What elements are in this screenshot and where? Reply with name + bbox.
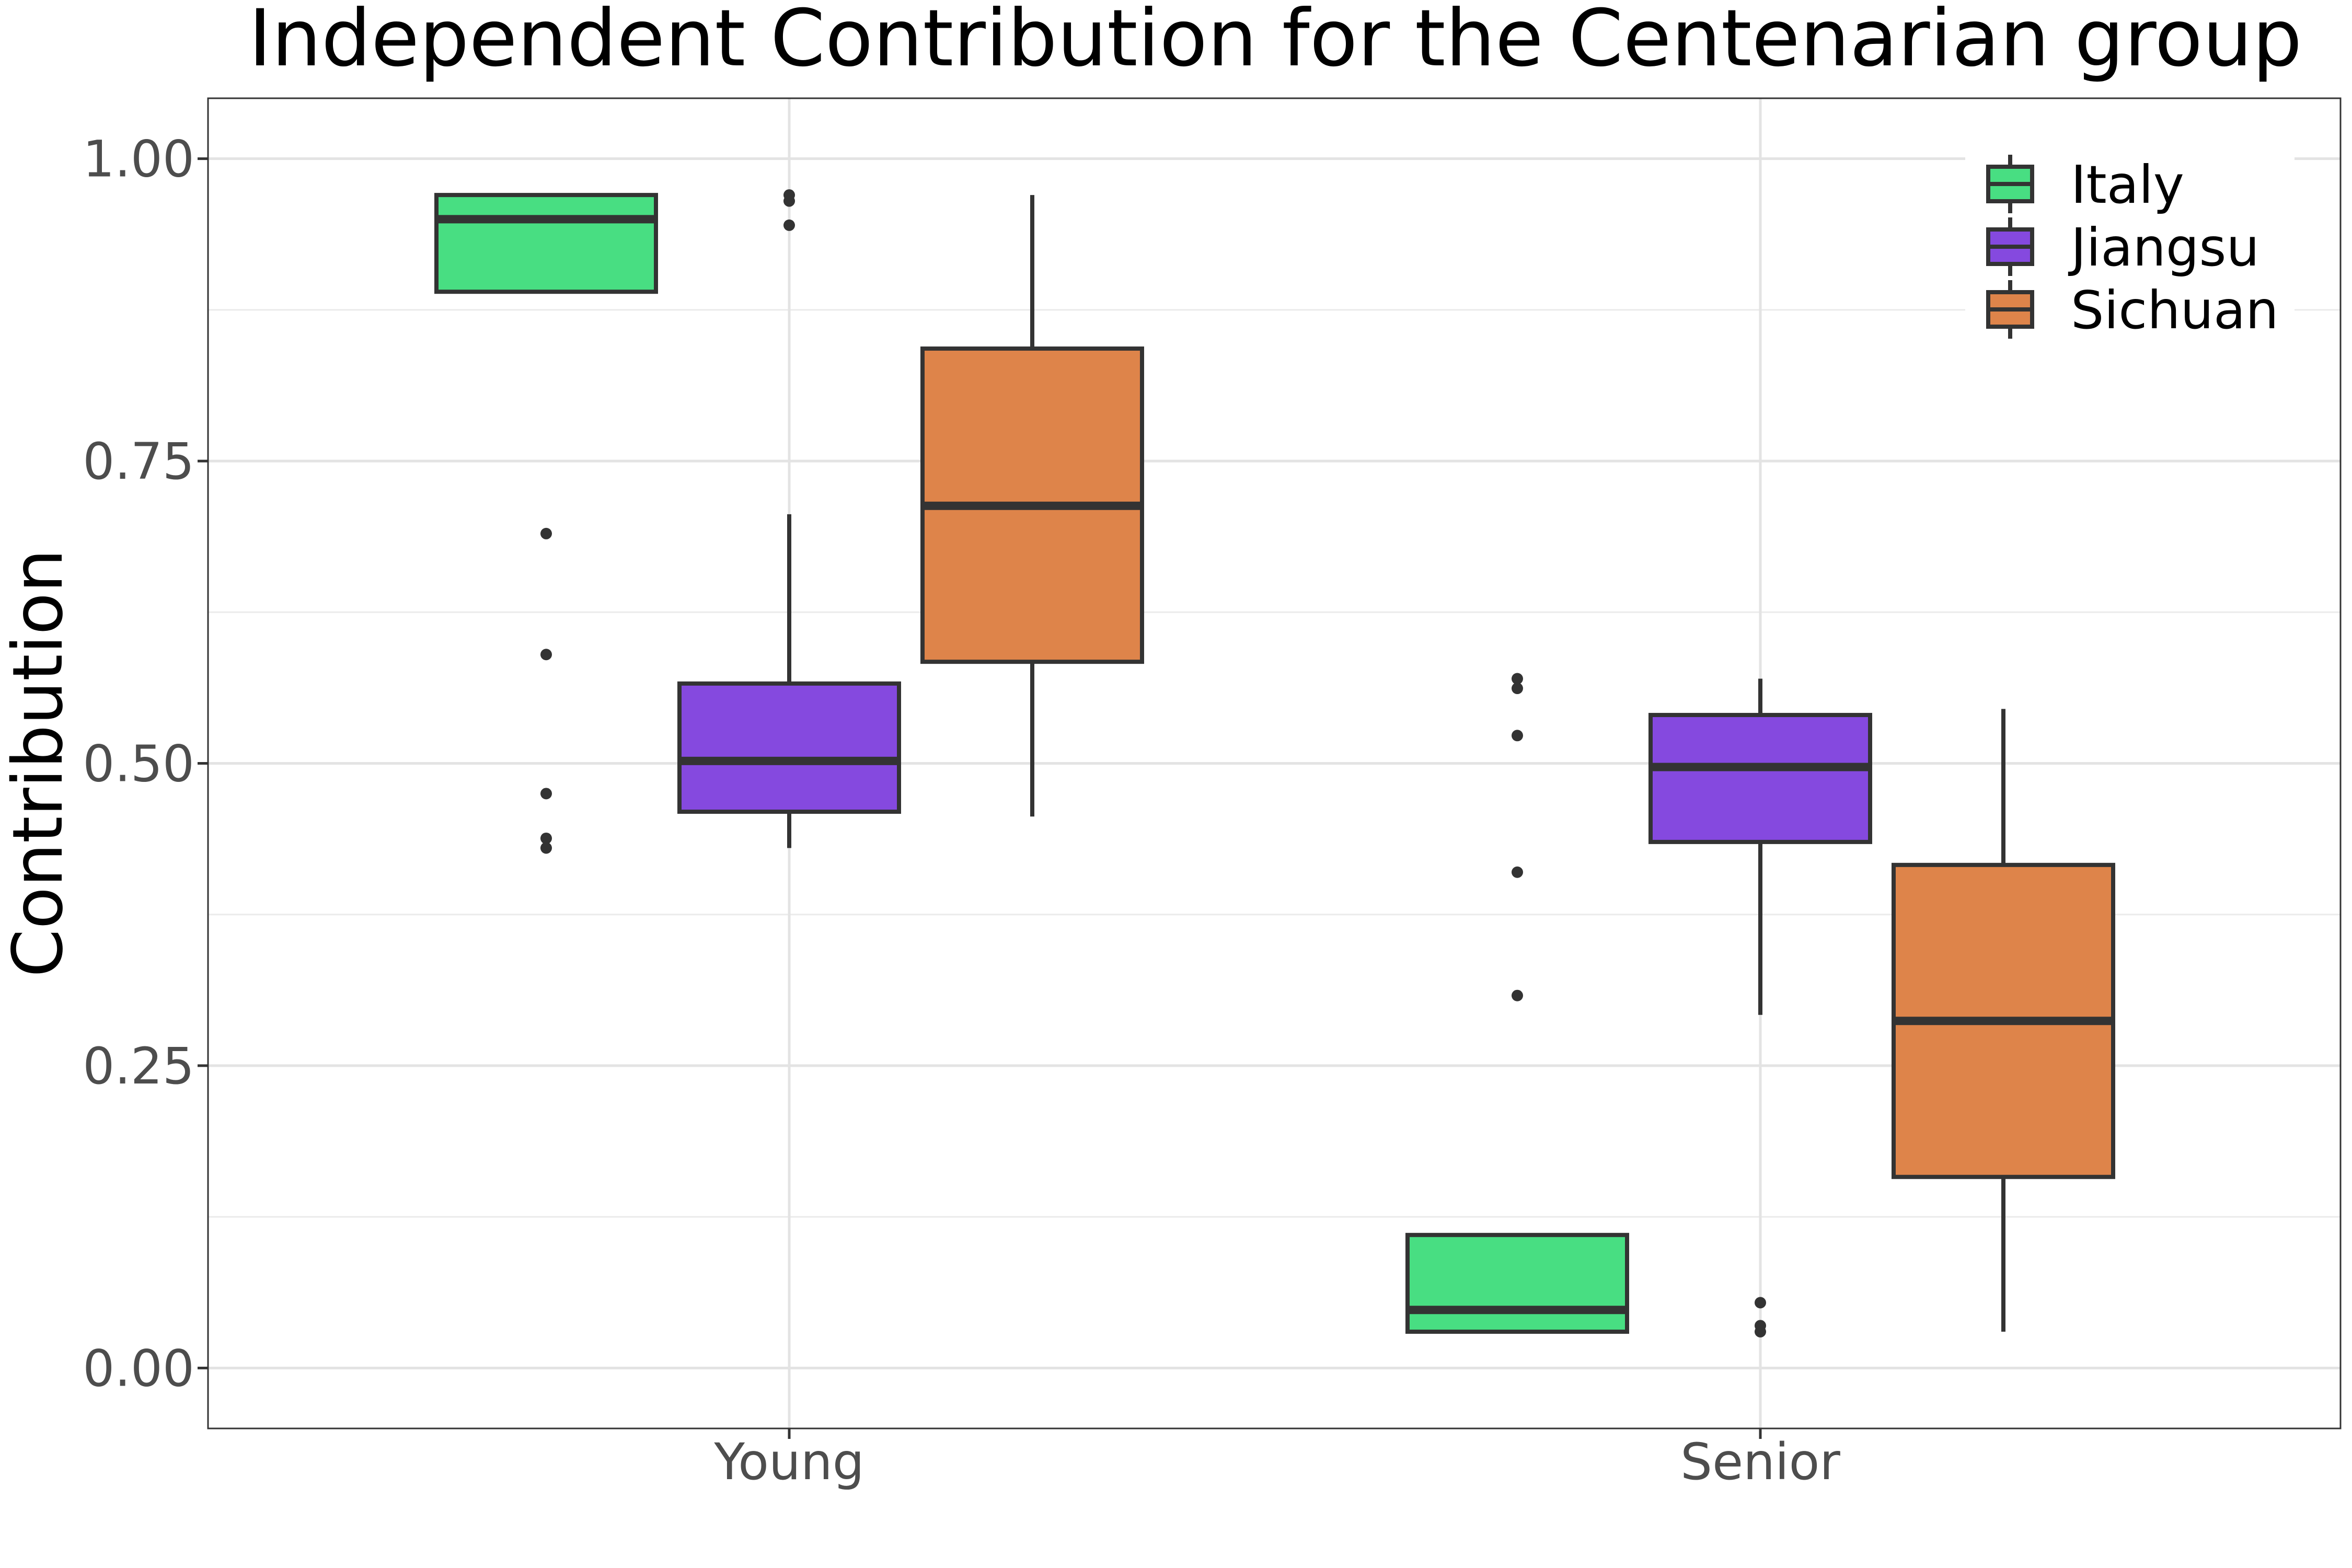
outlier-point-italy-young [540,788,552,800]
outlier-point-jiangsu-senior [1755,1297,1766,1309]
outlier-point-italy-senior [1512,866,1523,878]
axes: 0.00 0.25 0.50 0.75 1.00 Young Senior [83,130,1840,1491]
outlier-point-italy-young [540,649,552,661]
outlier-point-italy-young [540,832,552,844]
outlier-point-italy-senior [1512,683,1523,695]
legend-label-italy: Italy [2071,154,2184,215]
outlier-point-italy-senior [1512,989,1523,1001]
grid-lines [208,98,2341,1428]
x-tick-label: Young [713,1433,864,1491]
box-jiangsu-senior [1648,678,1872,1338]
legend-item-italy: Italy [1986,154,2184,215]
y-axis-label: Contribution [0,549,78,977]
outlier-point-italy-young [540,527,552,539]
legend-label-sichuan: Sichuan [2071,280,2279,341]
box-body-italy-senior [1405,1232,1629,1334]
box-layer [434,189,2115,1338]
legend-label-jiangsu: Jiangsu [2068,217,2259,278]
y-tick-label: 0.50 [83,735,194,793]
box-sichuan-young [920,195,1144,817]
box-italy-senior [1405,673,1629,1334]
box-body-jiangsu-young [677,681,901,814]
outlier-point-italy-young [540,842,552,854]
y-tick-label: 1.00 [83,130,194,189]
chart-title: Independent Contribution for the Centena… [248,0,2302,84]
box-body-jiangsu-senior [1648,712,1872,844]
box-body-italy-young [434,193,658,294]
box-jiangsu-young [677,189,901,848]
outlier-point-jiangsu-young [783,195,795,207]
legend-item-sichuan: Sichuan [1986,280,2279,341]
box-italy-young [434,193,658,854]
y-tick-label: 0.00 [83,1339,194,1398]
outlier-point-italy-senior [1512,673,1523,685]
outlier-point-jiangsu-young [783,219,795,231]
y-tick-label: 0.25 [83,1037,194,1096]
x-tick-label: Senior [1680,1433,1840,1491]
outlier-point-jiangsu-senior [1755,1325,1766,1338]
y-tick-label: 0.75 [83,432,194,491]
box-sichuan-senior [1892,709,2115,1332]
legend-item-jiangsu: Jiangsu [1986,217,2259,278]
outlier-point-italy-senior [1512,730,1523,742]
